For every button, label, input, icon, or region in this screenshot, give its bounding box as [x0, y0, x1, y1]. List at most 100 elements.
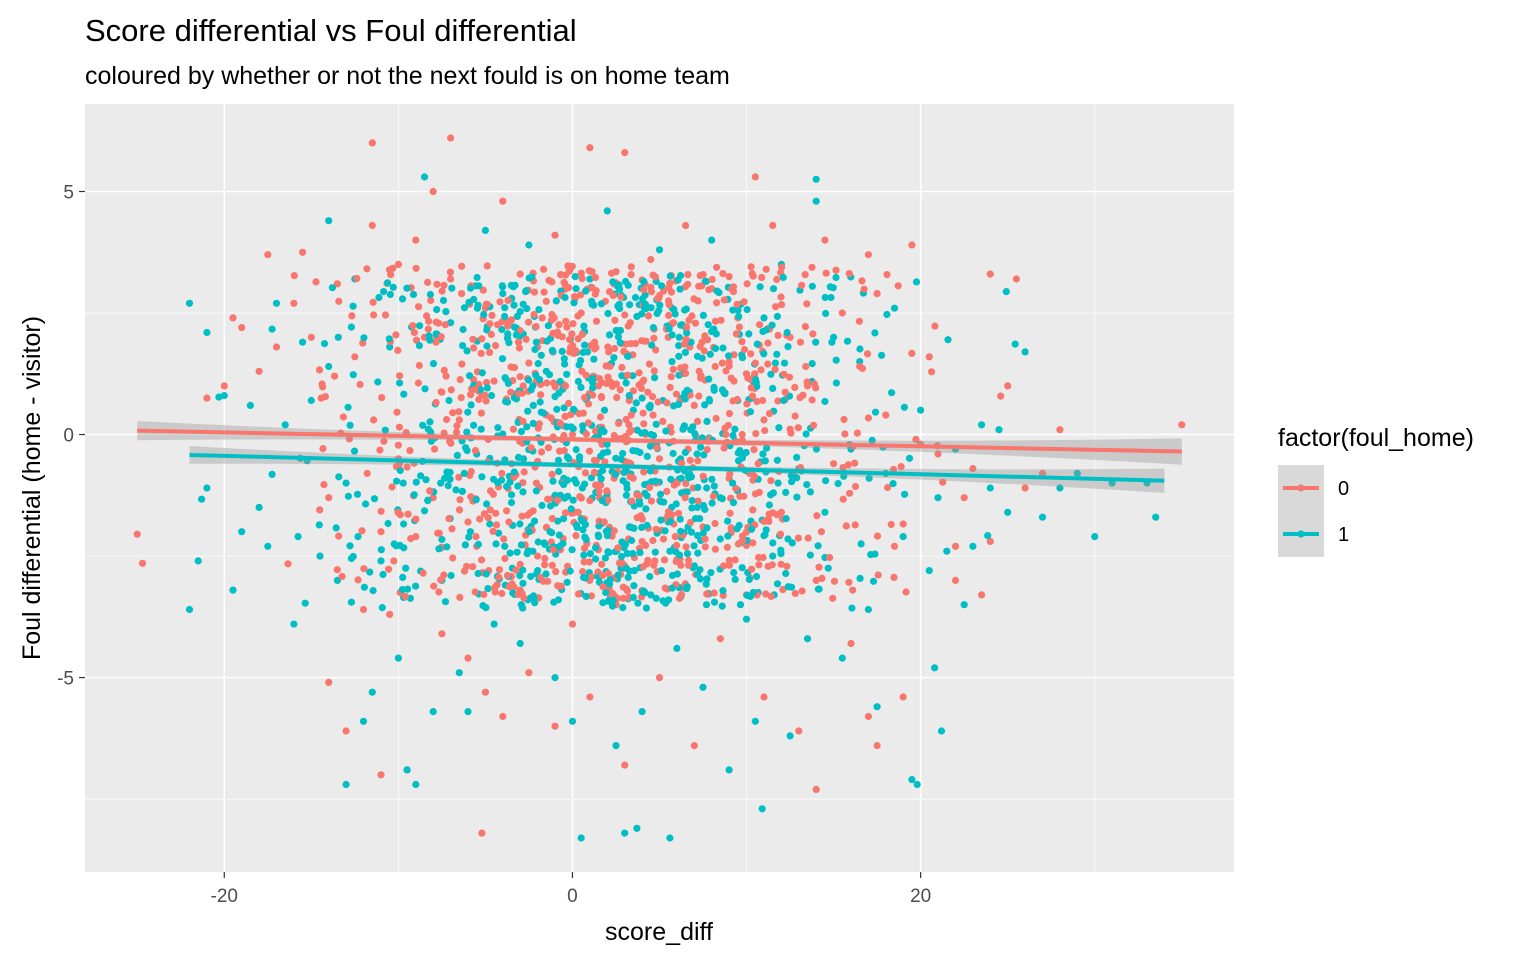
y-tick-label: 0	[63, 426, 74, 447]
data-point	[476, 515, 484, 523]
data-point	[523, 550, 531, 558]
data-point	[743, 306, 751, 314]
data-point	[796, 394, 804, 402]
data-point	[749, 588, 757, 597]
data-point	[394, 260, 402, 268]
data-point	[319, 383, 327, 391]
data-point	[532, 487, 541, 495]
data-point	[488, 311, 496, 319]
data-point	[873, 703, 881, 711]
data-point	[527, 444, 535, 452]
data-point	[693, 352, 702, 360]
x-tick-label: 20	[910, 886, 931, 907]
data-point	[902, 588, 910, 596]
data-point	[839, 464, 847, 472]
data-point	[693, 503, 701, 511]
data-point	[393, 408, 401, 416]
data-point	[619, 449, 627, 458]
data-point	[530, 594, 538, 602]
data-point	[616, 386, 624, 394]
data-point	[448, 284, 456, 292]
data-point	[939, 478, 947, 486]
data-point	[229, 586, 237, 594]
data-point	[808, 360, 816, 368]
data-point	[871, 550, 879, 558]
data-point	[640, 277, 648, 285]
data-point	[713, 287, 721, 295]
data-point	[604, 448, 612, 456]
data-point	[647, 591, 655, 599]
data-point	[548, 515, 556, 523]
data-point	[683, 550, 692, 558]
data-point	[784, 343, 792, 351]
data-point	[529, 547, 537, 555]
data-point	[586, 275, 594, 283]
data-point	[532, 479, 541, 487]
data-point	[656, 490, 665, 498]
data-point	[712, 344, 720, 353]
data-point	[631, 293, 640, 302]
data-point	[728, 285, 736, 293]
data-point	[802, 430, 810, 438]
data-point	[864, 605, 873, 614]
data-point	[591, 273, 600, 282]
data-point	[392, 331, 400, 339]
data-point	[625, 459, 633, 467]
data-point	[477, 349, 485, 357]
data-point	[604, 597, 612, 605]
data-point	[447, 571, 455, 580]
data-point	[272, 343, 281, 351]
data-point	[493, 521, 501, 529]
y-axis-ticks: -5 0 5	[57, 182, 85, 690]
data-point	[430, 582, 438, 590]
x-tick-label: 0	[567, 886, 578, 907]
data-point	[630, 582, 638, 590]
data-point	[412, 780, 420, 789]
data-point	[592, 427, 600, 435]
data-point	[516, 308, 524, 316]
data-point	[351, 353, 359, 361]
legend-key-point	[1297, 484, 1305, 492]
data-point	[550, 598, 558, 606]
data-point	[747, 350, 755, 358]
data-point	[334, 333, 342, 341]
data-point	[550, 314, 558, 322]
data-point	[452, 486, 460, 494]
data-point	[633, 824, 641, 832]
data-point	[534, 552, 542, 560]
data-point	[561, 271, 570, 279]
y-tick-label: 5	[63, 182, 74, 203]
data-point	[873, 532, 882, 540]
data-point	[560, 355, 568, 363]
data-point	[865, 474, 873, 482]
data-point	[569, 342, 577, 350]
data-point	[481, 688, 489, 696]
data-point	[448, 525, 456, 533]
data-point	[554, 456, 563, 464]
data-point	[458, 290, 466, 298]
data-point	[483, 500, 491, 508]
data-point	[649, 411, 657, 419]
data-point	[426, 290, 434, 299]
data-point	[203, 484, 211, 492]
data-point	[934, 450, 942, 458]
data-point	[722, 430, 730, 439]
data-point	[426, 487, 434, 495]
data-point	[657, 498, 665, 506]
data-point	[229, 314, 237, 322]
data-point	[730, 351, 738, 359]
data-point	[653, 309, 661, 318]
data-point	[1002, 288, 1010, 296]
data-point	[640, 468, 648, 476]
data-point	[626, 301, 634, 309]
data-point	[575, 410, 583, 418]
data-point	[582, 592, 590, 601]
data-point	[595, 375, 604, 383]
data-point	[515, 344, 524, 352]
data-point	[481, 226, 489, 234]
data-point	[572, 446, 580, 454]
data-point	[777, 293, 785, 301]
data-point	[562, 317, 570, 325]
data-point	[519, 382, 527, 390]
